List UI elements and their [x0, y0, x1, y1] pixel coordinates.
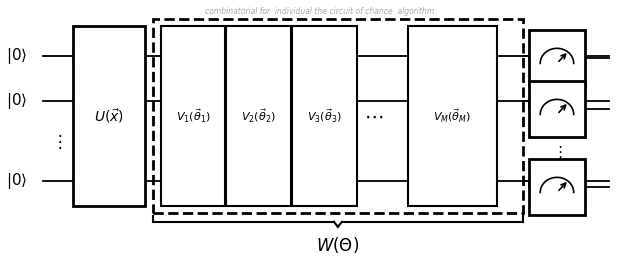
Bar: [73, 26, 145, 206]
Text: $U(\vec{x})$: $U(\vec{x})$: [94, 107, 124, 125]
Text: $|0\rangle$: $|0\rangle$: [6, 46, 28, 66]
Bar: [529, 30, 585, 86]
Bar: [408, 26, 497, 206]
Text: $|0\rangle$: $|0\rangle$: [6, 172, 28, 191]
Text: combinatorial for  individual the circuit of chance  algorithm: combinatorial for individual the circuit…: [205, 7, 435, 16]
Text: $V_1(\vec{\theta}_1)$: $V_1(\vec{\theta}_1)$: [175, 108, 211, 125]
Bar: [227, 26, 291, 206]
Bar: [153, 19, 523, 213]
Bar: [529, 159, 585, 215]
Text: $\vdots$: $\vdots$: [51, 132, 61, 151]
Bar: [529, 81, 585, 137]
Text: $\vdots$: $\vdots$: [552, 144, 562, 160]
Text: $V_3(\vec{\theta}_3)$: $V_3(\vec{\theta}_3)$: [307, 108, 342, 125]
Text: $V_M(\vec{\theta}_M)$: $V_M(\vec{\theta}_M)$: [433, 108, 472, 125]
Bar: [292, 26, 357, 206]
Bar: [161, 26, 225, 206]
Text: $|0\rangle$: $|0\rangle$: [6, 91, 28, 111]
Text: $V_2(\vec{\theta}_2)$: $V_2(\vec{\theta}_2)$: [241, 108, 276, 125]
Text: $\cdots$: $\cdots$: [364, 106, 383, 126]
Text: $W(\Theta)$: $W(\Theta)$: [316, 235, 360, 255]
